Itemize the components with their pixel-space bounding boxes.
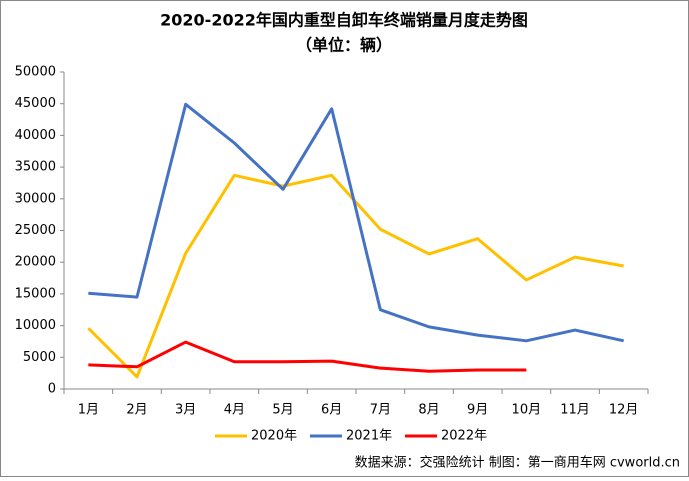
x-tick-label: 12月 xyxy=(609,403,639,418)
x-tick-label: 5月 xyxy=(272,403,293,418)
y-tick-label: 30000 xyxy=(15,191,56,206)
y-tick-label: 0 xyxy=(48,382,56,397)
x-tick-label: 7月 xyxy=(370,403,391,418)
y-tick-label: 20000 xyxy=(15,255,56,270)
y-tick-label: 5000 xyxy=(23,350,56,365)
x-tick-label: 8月 xyxy=(418,403,439,418)
y-tick-label: 10000 xyxy=(15,318,56,333)
y-tick-label: 45000 xyxy=(15,96,56,111)
x-tick-label: 4月 xyxy=(224,403,245,418)
x-tick-label: 3月 xyxy=(175,403,196,418)
y-tick-label: 25000 xyxy=(15,223,56,238)
x-tick-label: 11月 xyxy=(560,403,590,418)
legend-label: 2022年 xyxy=(441,429,487,444)
series-line xyxy=(87,173,624,379)
y-tick-label: 40000 xyxy=(15,128,56,143)
x-tick-label: 6月 xyxy=(321,403,342,418)
x-tick-label: 9月 xyxy=(467,403,488,418)
series-line xyxy=(88,340,527,373)
y-tick-label: 15000 xyxy=(15,286,56,301)
y-tick-label: 50000 xyxy=(15,65,56,80)
x-tick-label: 10月 xyxy=(512,403,542,418)
legend-label: 2020年 xyxy=(251,429,297,444)
x-tick-label: 2月 xyxy=(126,403,147,418)
x-tick-label: 1月 xyxy=(78,403,99,418)
legend-label: 2021年 xyxy=(346,429,392,444)
series-line xyxy=(88,102,624,343)
y-tick-label: 35000 xyxy=(15,160,56,175)
chart-title: 2020-2022年国内重型自卸车终端销量月度走势图 xyxy=(160,11,528,30)
source-note: 数据来源：交强险统计 制图：第一商用车网 cvworld.cn xyxy=(355,455,680,471)
chart-subtitle: （单位：辆） xyxy=(296,36,392,55)
